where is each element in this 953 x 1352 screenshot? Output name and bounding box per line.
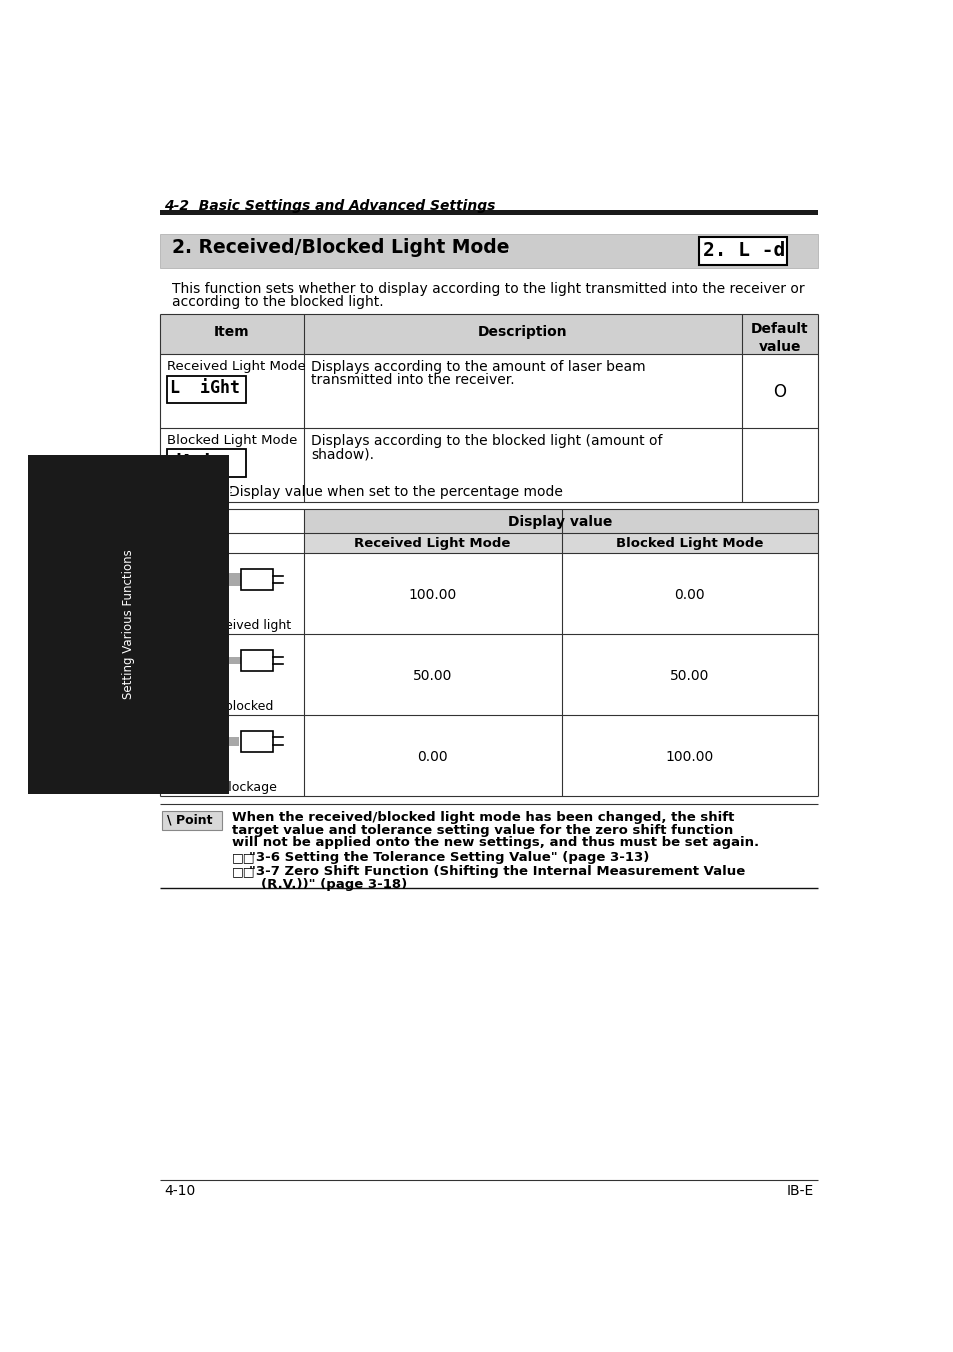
Text: Displays according to the blocked light (amount of: Displays according to the blocked light … bbox=[311, 434, 662, 448]
Text: Setting Various Functions: Setting Various Functions bbox=[122, 549, 135, 699]
Bar bbox=[241, 569, 274, 591]
Bar bbox=[241, 650, 274, 671]
Bar bbox=[180, 650, 213, 671]
Text: Received Light Mode: Received Light Mode bbox=[167, 360, 305, 373]
Bar bbox=[213, 657, 241, 664]
Text: 4-10: 4-10 bbox=[164, 1184, 195, 1198]
Bar bbox=[167, 449, 245, 477]
Text: dArk: dArk bbox=[170, 453, 216, 472]
Text: 0.00: 0.00 bbox=[674, 588, 704, 602]
Bar bbox=[241, 730, 274, 752]
Text: Display value when set to the percentage mode: Display value when set to the percentage… bbox=[229, 485, 562, 499]
Text: □□: □□ bbox=[232, 865, 254, 879]
Text: Received Light Mode: Received Light Mode bbox=[354, 537, 510, 550]
Bar bbox=[303, 508, 817, 534]
Bar bbox=[160, 210, 817, 215]
Text: shadow).: shadow). bbox=[311, 448, 375, 461]
Text: Default
value: Default value bbox=[750, 322, 807, 354]
Bar bbox=[180, 730, 213, 752]
Text: transmitted into the receiver.: transmitted into the receiver. bbox=[311, 373, 515, 387]
Bar bbox=[172, 483, 223, 498]
Text: □□: □□ bbox=[232, 852, 254, 864]
Text: target value and tolerance setting value for the zero shift function: target value and tolerance setting value… bbox=[232, 823, 732, 837]
Text: IB-E: IB-E bbox=[785, 1184, 813, 1198]
Text: "3-6 Setting the Tolerance Setting Value" (page 3-13): "3-6 Setting the Tolerance Setting Value… bbox=[249, 852, 648, 864]
Text: will not be applied onto the new settings, and thus must be set again.: will not be applied onto the new setting… bbox=[232, 836, 758, 849]
Text: "3-7 Zero Shift Function (Shifting the Internal Measurement Value: "3-7 Zero Shift Function (Shifting the I… bbox=[249, 865, 744, 879]
Text: 100.00: 100.00 bbox=[665, 750, 713, 764]
Text: Semi-blocked: Semi-blocked bbox=[190, 700, 274, 713]
Text: 2. L -d: 2. L -d bbox=[702, 241, 784, 260]
Text: Item: Item bbox=[213, 324, 249, 339]
Text: (R.V.))" (page 3-18): (R.V.))" (page 3-18) bbox=[261, 877, 407, 891]
Bar bbox=[213, 573, 241, 585]
Text: Description: Description bbox=[476, 324, 566, 339]
Text: \ Point: \ Point bbox=[167, 814, 212, 826]
Text: Example: Example bbox=[174, 485, 234, 498]
Text: Blocked Light Mode: Blocked Light Mode bbox=[616, 537, 762, 550]
Bar bbox=[167, 376, 245, 403]
Bar bbox=[303, 534, 817, 553]
Bar bbox=[180, 569, 213, 591]
Text: 0.00: 0.00 bbox=[416, 750, 447, 764]
Text: Total received light: Total received light bbox=[172, 619, 291, 631]
Bar bbox=[160, 314, 817, 354]
Text: Displays according to the amount of laser beam: Displays according to the amount of lase… bbox=[311, 360, 645, 375]
Text: O: O bbox=[772, 383, 785, 402]
Text: 50.00: 50.00 bbox=[413, 669, 452, 683]
Text: 100.00: 100.00 bbox=[408, 588, 456, 602]
Text: 4: 4 bbox=[127, 495, 146, 523]
Text: according to the blocked light.: according to the blocked light. bbox=[172, 295, 383, 308]
Text: Display value: Display value bbox=[508, 515, 612, 529]
Text: 50.00: 50.00 bbox=[669, 669, 709, 683]
Text: When the received/blocked light mode has been changed, the shift: When the received/blocked light mode has… bbox=[232, 811, 733, 825]
Text: 2. Received/Blocked Light Mode: 2. Received/Blocked Light Mode bbox=[172, 238, 509, 257]
Bar bbox=[162, 811, 222, 830]
Text: This function sets whether to display according to the light transmitted into th: This function sets whether to display ac… bbox=[172, 281, 803, 296]
Bar bbox=[699, 237, 785, 265]
Bar bbox=[222, 737, 239, 746]
Text: L  iGht: L iGht bbox=[170, 380, 239, 397]
Text: Total blockage: Total blockage bbox=[187, 780, 276, 794]
Bar bbox=[119, 485, 153, 554]
Bar bbox=[160, 234, 817, 268]
Text: 4-2  Basic Settings and Advanced Settings: 4-2 Basic Settings and Advanced Settings bbox=[164, 199, 495, 214]
Text: Blocked Light Mode: Blocked Light Mode bbox=[167, 434, 296, 448]
